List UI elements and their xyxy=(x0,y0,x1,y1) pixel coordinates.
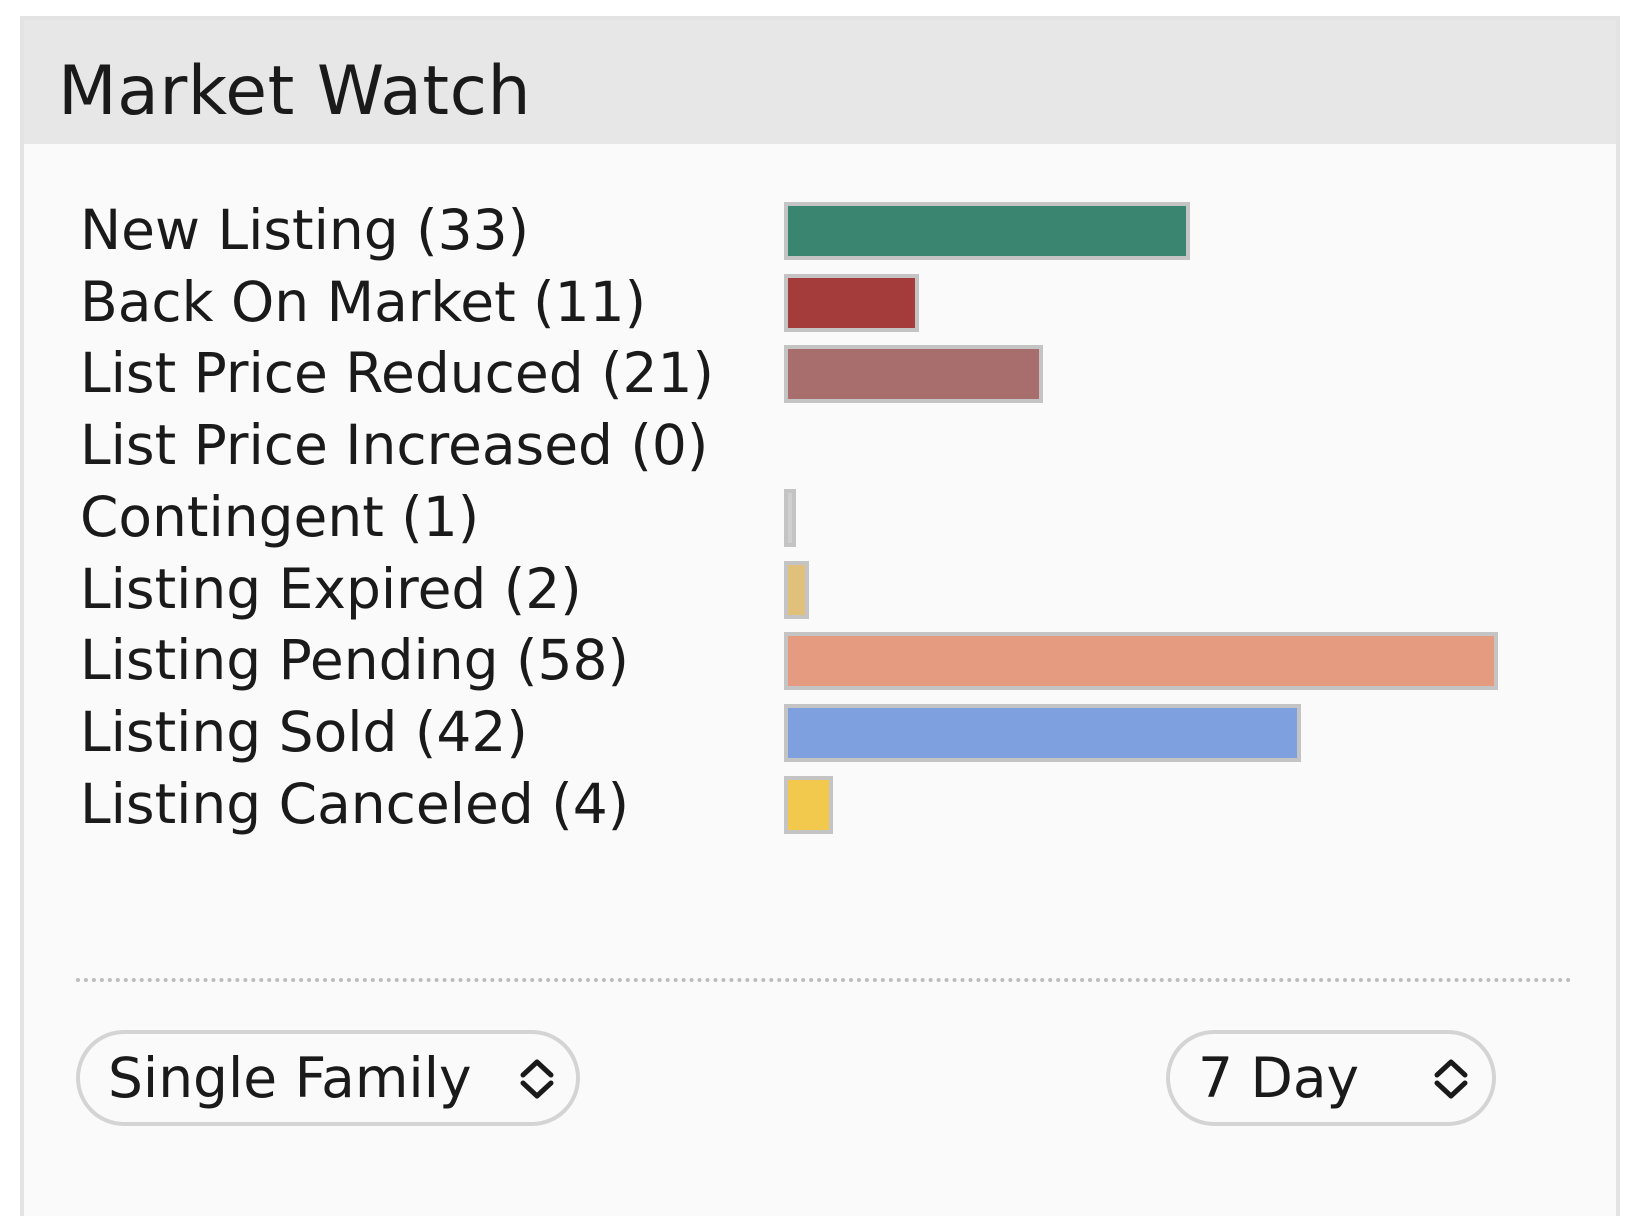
bar-back-on-market xyxy=(784,273,920,332)
bar-label-list-price-increased: List Price Increased (0) xyxy=(80,413,709,478)
divider xyxy=(76,978,1572,982)
bar-label-new-listing: New Listing (33) xyxy=(80,198,530,262)
bar-listing-pending xyxy=(784,632,1498,691)
period-select[interactable]: 7 Day xyxy=(1166,1030,1496,1126)
up-down-chevron-icon xyxy=(520,1059,554,1099)
bar-label-back-on-market: Back On Market (11) xyxy=(80,269,647,334)
bar-label-contingent: Contingent (1) xyxy=(80,484,480,549)
property-type-select[interactable]: Single Family xyxy=(76,1030,580,1126)
bar-new-listing xyxy=(784,202,1191,260)
bar-label-listing-pending: Listing Pending (58) xyxy=(80,628,629,693)
property-type-value: Single Family xyxy=(108,1046,472,1110)
widget-title: Market Watch xyxy=(58,52,532,131)
bar-listing-canceled xyxy=(784,775,834,834)
market-watch-widget: Market Watch New Listing (33) Back On Mar… xyxy=(20,16,1620,1216)
bar-list-price-reduced xyxy=(784,345,1043,404)
bar-label-listing-canceled: Listing Canceled (4) xyxy=(80,771,630,836)
up-down-chevron-icon xyxy=(1434,1059,1468,1099)
bar-listing-sold xyxy=(784,703,1302,762)
bar-label-listing-sold: Listing Sold (42) xyxy=(80,699,528,764)
bar-label-listing-expired: Listing Expired (2) xyxy=(80,556,582,621)
bar-listing-expired xyxy=(784,560,809,619)
bar-label-list-price-reduced: List Price Reduced (21) xyxy=(80,341,715,406)
period-value: 7 Day xyxy=(1198,1046,1360,1110)
widget-header: Market Watch xyxy=(24,20,1616,144)
bar-contingent xyxy=(784,488,797,547)
